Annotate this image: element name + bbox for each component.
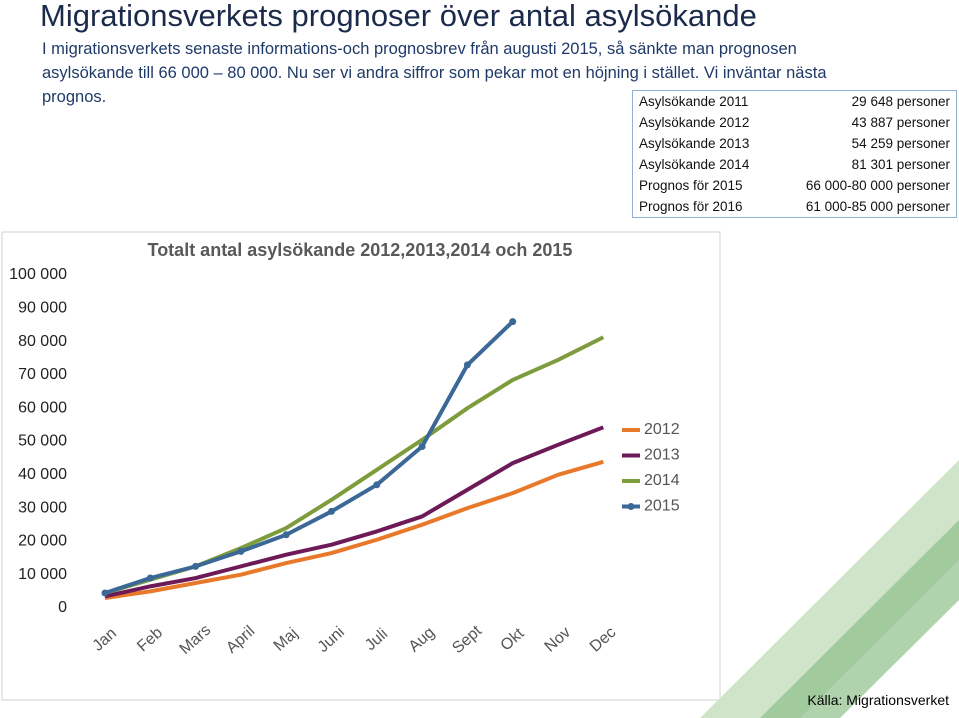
table-row: Asylsökande 2011 29 648 personer: [633, 91, 957, 113]
decoration: [700, 460, 959, 718]
slide-text: I migrationsverkets senaste informations…: [42, 40, 827, 106]
point: [192, 562, 200, 570]
chart-frame: [1, 231, 721, 701]
table-cell: 81 301 personer: [851, 156, 950, 172]
y-tick-label: 50 000: [18, 433, 67, 450]
series-line: [104, 320, 515, 595]
y-tick-label: 90 000: [18, 300, 67, 317]
table-row: Prognos för 2016 61 000-85 000 personer: [633, 196, 957, 218]
y-tick-label: 0: [58, 599, 67, 616]
y-tick-label: 40 000: [18, 466, 67, 483]
legend-label: 2014: [644, 472, 680, 489]
table-cell: Asylsökande 2011: [639, 94, 749, 109]
slide-title: Migrationsverkets prognoser över antal a…: [40, 0, 757, 33]
legend-marker: [627, 503, 635, 510]
decoration: [760, 520, 959, 718]
table-cell: Asylsökande 2012: [639, 115, 750, 130]
table-cell: 61 000-85 000 personer: [805, 198, 950, 214]
point: [463, 361, 471, 369]
table-cell: 54 259 personer: [851, 135, 950, 151]
table-cell: 43 887 personer: [851, 115, 950, 130]
series-line: [104, 459, 604, 600]
table-row: Asylsökande 2013 54 259 personer: [633, 133, 957, 154]
y-tick-label: 10 000: [18, 566, 67, 583]
chart-title: Totalt antal asylsökande 2012,2013,2014 …: [148, 240, 573, 260]
table-cell: Prognos för 2015: [639, 177, 743, 193]
point: [328, 507, 335, 515]
stats-table: Asylsökande 2011 29 648 personer Asylsökan…: [632, 90, 957, 218]
point: [418, 442, 426, 450]
table-cell: Asylsökande 2014: [639, 156, 750, 172]
table-cell: 66 000-80 000 personer: [805, 177, 950, 193]
table-row: Asylsökande 2012 43 887 personer: [633, 112, 957, 133]
y-tick-label: 100 000: [9, 266, 67, 283]
y-tick-label: 60 000: [18, 399, 67, 416]
table-row: Prognos för 2015 66 000-80 000 personer: [633, 175, 957, 196]
legend-label: 2015: [644, 498, 680, 515]
point: [509, 318, 517, 326]
point: [101, 589, 109, 597]
table-row: Asylsökande 2014 81 301 personer: [633, 154, 957, 175]
y-tick-label: 20 000: [18, 533, 67, 550]
y-tick-label: 30 000: [18, 499, 67, 516]
y-tick-label: 70 000: [18, 366, 67, 383]
table-cell: Prognos för 2016: [639, 198, 743, 214]
legend-label: 2012: [644, 421, 680, 438]
point: [282, 531, 290, 539]
point: [373, 481, 381, 489]
y-tick-label: 80 000: [18, 333, 67, 350]
table-cell: Asylsökande 2013: [639, 135, 750, 151]
point: [146, 574, 154, 582]
source: Källa: Migrationsverket: [807, 692, 949, 708]
point: [237, 547, 245, 555]
series-line: [104, 425, 605, 599]
table-cell: 29 648 personer: [851, 94, 950, 109]
legend-label: 2013: [644, 447, 680, 464]
